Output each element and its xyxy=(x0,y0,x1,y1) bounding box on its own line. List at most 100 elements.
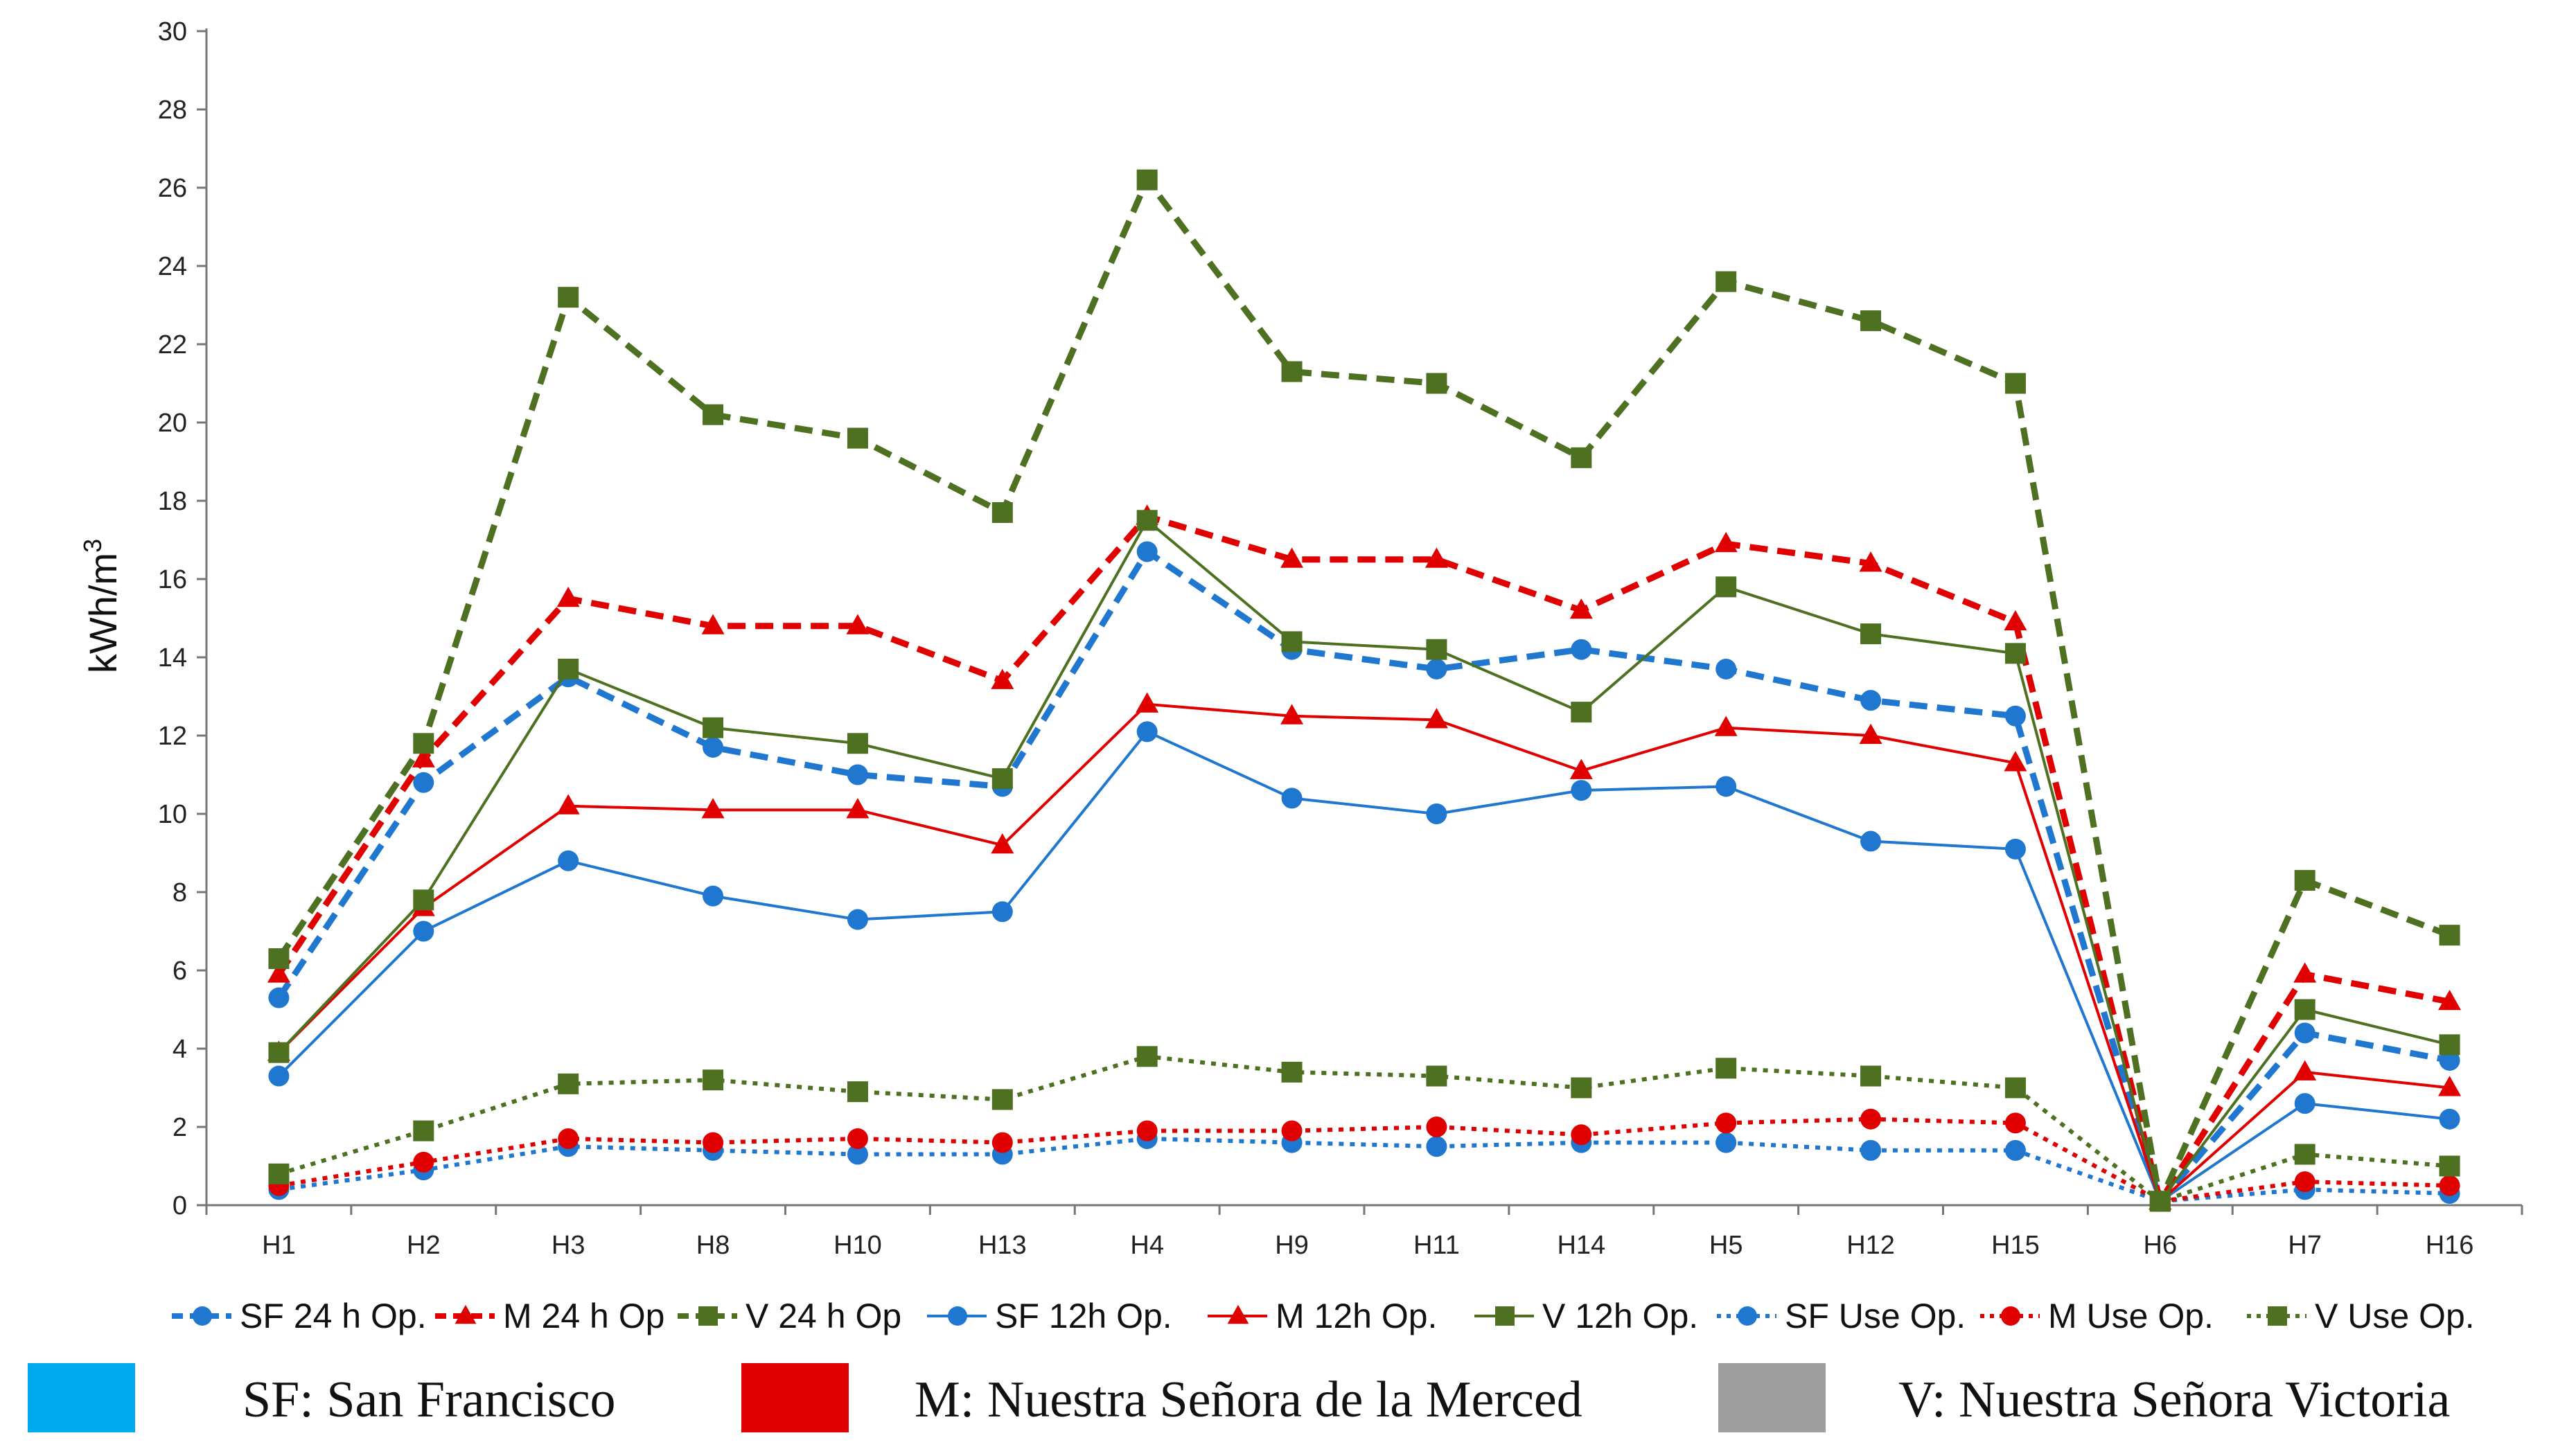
key-item: V: Nuestra Señora Victoria xyxy=(1718,1363,2450,1432)
data-point xyxy=(2294,1022,2315,1044)
key-item: M: Nuestra Señora de la Merced xyxy=(741,1363,1582,1432)
legend-marker xyxy=(948,1306,967,1326)
series-line xyxy=(279,1136,2450,1204)
y-tick-label: 16 xyxy=(158,565,187,594)
series-sf-12h-op xyxy=(268,721,2460,1212)
x-tick-label: H6 xyxy=(2144,1231,2178,1260)
legend-marker xyxy=(1738,1306,1757,1326)
series-line xyxy=(276,513,2451,1204)
data-point xyxy=(2004,751,2027,772)
legend-label: M 12h Op. xyxy=(1276,1297,1437,1335)
data-point xyxy=(991,901,1013,923)
series-line xyxy=(278,1117,2450,1204)
data-point xyxy=(847,909,868,930)
x-tick-label: H4 xyxy=(1130,1231,1164,1260)
data-point xyxy=(2004,838,2026,860)
data-point xyxy=(2439,1034,2460,1056)
data-point xyxy=(1281,1061,1303,1083)
data-point xyxy=(1426,1136,1447,1157)
data-point xyxy=(1426,658,1447,679)
y-tick-label: 26 xyxy=(158,174,187,203)
data-point xyxy=(1426,1117,1447,1137)
data-point xyxy=(846,614,870,634)
series-line xyxy=(277,519,2451,1203)
key-swatch xyxy=(28,1363,135,1432)
data-point xyxy=(2004,1077,2026,1099)
legend-item: V 12h Op. xyxy=(1474,1297,1698,1335)
data-point xyxy=(2439,1108,2460,1130)
data-point xyxy=(413,889,434,911)
data-point xyxy=(2149,1191,2171,1212)
x-tick-label: H9 xyxy=(1275,1231,1309,1260)
x-axis: H1 H2 H3 H8 H10 H13 H4 H9 H11 H14 H5 H12 H15 H6 H7 H16 xyxy=(205,1204,2523,1260)
data-point xyxy=(1714,531,1738,553)
y-tick-label: 6 xyxy=(173,957,187,986)
legend-label: SF 24 h Op. xyxy=(240,1297,427,1335)
key-label: V: Nuestra Señora Victoria xyxy=(1898,1371,2450,1428)
data-point xyxy=(1860,830,1882,852)
x-tick-label: H10 xyxy=(833,1231,882,1260)
data-point xyxy=(847,1081,868,1103)
data-point xyxy=(1715,776,1737,797)
data-point xyxy=(1860,1065,1882,1087)
data-point xyxy=(991,1132,1013,1153)
y-tick-label: 12 xyxy=(158,722,187,751)
data-point xyxy=(703,1132,724,1153)
data-point xyxy=(703,1069,724,1091)
data-point xyxy=(558,850,579,871)
x-tick-label: H13 xyxy=(978,1231,1027,1260)
data-point xyxy=(1281,1120,1303,1141)
data-point xyxy=(847,1144,868,1165)
data-point xyxy=(2294,999,2315,1020)
y-tick-label: 0 xyxy=(173,1191,187,1220)
data-point xyxy=(1280,704,1304,724)
data-point xyxy=(2293,962,2317,983)
data-point xyxy=(1569,598,1593,619)
x-tick-label: H11 xyxy=(1413,1231,1460,1260)
data-point xyxy=(701,614,725,634)
data-point xyxy=(268,987,290,1008)
data-point xyxy=(1569,758,1593,779)
data-point xyxy=(413,772,434,793)
data-point xyxy=(1860,310,1882,332)
data-point xyxy=(1571,447,1592,468)
data-point xyxy=(2439,1155,2460,1177)
data-point xyxy=(2439,1049,2460,1071)
data-point xyxy=(1859,723,1882,744)
data-point xyxy=(1136,1046,1158,1067)
y-axis-label: kWh/m3 xyxy=(78,539,125,673)
y-tick-label: 8 xyxy=(173,878,187,907)
data-point xyxy=(703,736,724,758)
data-point xyxy=(2294,1093,2315,1114)
x-tick-label: H14 xyxy=(1557,1231,1605,1260)
data-point xyxy=(1424,708,1448,729)
series-line xyxy=(276,177,2451,1204)
data-point xyxy=(267,962,290,983)
legend-marker xyxy=(2001,1306,2020,1326)
x-tick-label: H8 xyxy=(696,1231,730,1260)
legend-marker xyxy=(2268,1306,2287,1326)
series-m-use-op xyxy=(268,1108,2460,1212)
data-point xyxy=(1860,1139,1882,1161)
x-tick-label: H7 xyxy=(2288,1231,2322,1260)
x-tick-label: H12 xyxy=(1846,1231,1895,1260)
legend-label: SF Use Op. xyxy=(1785,1297,1966,1335)
data-point xyxy=(413,733,434,754)
data-point xyxy=(268,1163,290,1184)
legend-item: M 12h Op. xyxy=(1208,1297,1437,1335)
legend: SF 24 h Op. M 24 h Op V 24 h Op SF 12h Op. M… xyxy=(172,1297,2475,1335)
data-point xyxy=(703,404,724,425)
series-v-12h-op xyxy=(268,510,2460,1212)
y-tick-label: 4 xyxy=(173,1035,187,1064)
data-point xyxy=(1280,547,1304,568)
series-v-use-op xyxy=(268,1046,2460,1212)
data-point xyxy=(1136,721,1158,743)
series-line xyxy=(278,702,2450,1203)
site-key: SF: San Francisco M: Nuestra Señora de la… xyxy=(28,1363,2450,1432)
series-line xyxy=(278,1054,2450,1204)
data-point xyxy=(1860,1108,1882,1130)
y-tick-label: 14 xyxy=(158,643,187,673)
y-tick-label: 10 xyxy=(158,800,187,829)
x-tick-label: H15 xyxy=(1991,1231,2040,1260)
data-point xyxy=(558,287,579,308)
